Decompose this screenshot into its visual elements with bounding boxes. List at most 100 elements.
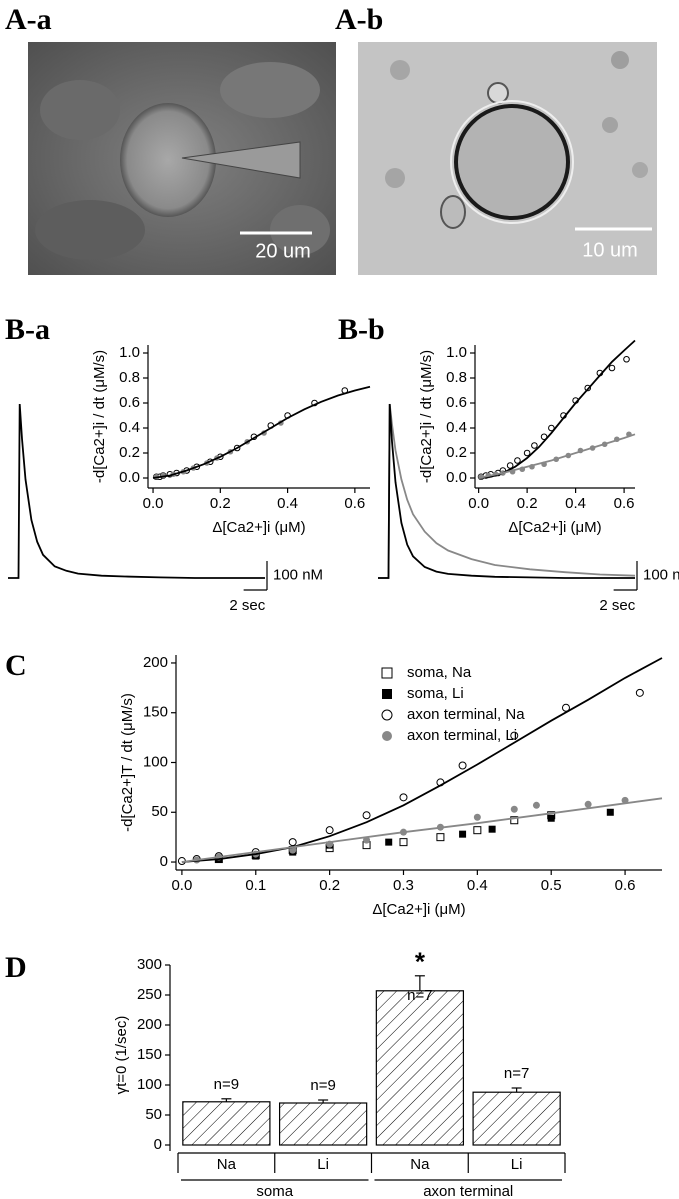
scale-bar-label: 100 nM bbox=[643, 566, 679, 583]
group-label: axon terminal bbox=[423, 1183, 513, 1199]
x-tick-label: Na bbox=[217, 1156, 237, 1173]
trace-line bbox=[378, 403, 635, 579]
x-tick-label: 0.4 bbox=[565, 495, 586, 512]
legend-label: soma, Na bbox=[407, 664, 472, 681]
y-axis-label: -d[Ca2+]i / dt (μM/s) bbox=[418, 350, 435, 483]
cell-halo bbox=[450, 100, 574, 224]
y-tick-label: 0.2 bbox=[119, 444, 140, 461]
marker bbox=[584, 800, 592, 808]
debris bbox=[385, 168, 405, 188]
x-tick-label: 0.0 bbox=[143, 495, 164, 512]
marker bbox=[621, 796, 629, 804]
marker bbox=[436, 833, 445, 842]
y-tick-label: 50 bbox=[151, 803, 168, 820]
x-tick-label: 0.0 bbox=[171, 877, 192, 894]
marker bbox=[458, 761, 467, 770]
panel-a-b: A-b 10 um bbox=[335, 3, 657, 275]
x-tick-label: 0.6 bbox=[615, 877, 636, 894]
legend-marker bbox=[382, 731, 392, 741]
texture bbox=[220, 62, 320, 118]
marker bbox=[363, 836, 371, 844]
group-label: soma bbox=[256, 1183, 293, 1199]
y-tick-label: 300 bbox=[137, 956, 162, 973]
y-tick-label: 1.0 bbox=[446, 344, 467, 361]
cell bbox=[454, 104, 570, 220]
legend-marker bbox=[381, 709, 393, 721]
marker bbox=[531, 442, 538, 449]
marker bbox=[514, 457, 521, 464]
cell bbox=[120, 103, 216, 217]
x-axis-label: Δ[Ca2+]i (μM) bbox=[372, 901, 465, 918]
y-tick-label: 0.8 bbox=[446, 369, 467, 386]
texture bbox=[270, 205, 330, 255]
texture bbox=[35, 200, 145, 260]
legend-marker bbox=[382, 689, 392, 699]
legend-label: axon terminal, Na bbox=[407, 706, 525, 723]
count-label: n=7 bbox=[504, 1065, 529, 1082]
panel-label: D bbox=[5, 951, 27, 984]
x-tick-label: 0.6 bbox=[344, 495, 365, 512]
y-axis-label: γt=0 (1/sec) bbox=[113, 1016, 130, 1095]
marker bbox=[473, 826, 482, 835]
x-axis-label: Δ[Ca2+]i (μM) bbox=[508, 519, 601, 536]
marker bbox=[473, 813, 481, 821]
panel-a-a: A-a 20 um bbox=[5, 3, 336, 275]
y-tick-label: 0.0 bbox=[446, 469, 467, 486]
x-tick-label: 0.2 bbox=[319, 877, 340, 894]
marker bbox=[623, 355, 630, 363]
y-tick-label: 0.6 bbox=[119, 394, 140, 411]
y-tick-label: 100 bbox=[143, 753, 168, 770]
y-axis-label: -d[Ca2+]i / dt (μM/s) bbox=[91, 350, 108, 483]
marker bbox=[606, 808, 614, 816]
y-tick-label: 50 bbox=[145, 1106, 162, 1123]
legend-label: axon terminal, Li bbox=[407, 727, 517, 744]
y-tick-label: 150 bbox=[143, 704, 168, 721]
debris bbox=[487, 82, 509, 104]
panel-label: A-b bbox=[335, 3, 383, 36]
y-tick-label: 1.0 bbox=[119, 344, 140, 361]
debris bbox=[632, 162, 648, 178]
scale-bar-label: 2 sec bbox=[599, 597, 635, 614]
x-tick-label: 0.4 bbox=[277, 495, 298, 512]
y-tick-label: 200 bbox=[137, 1016, 162, 1033]
x-tick-label: 0.2 bbox=[517, 495, 538, 512]
fit-line bbox=[181, 797, 663, 863]
x-tick-label: Na bbox=[410, 1156, 430, 1173]
debris bbox=[602, 117, 618, 133]
fit-line bbox=[181, 657, 663, 863]
marker bbox=[532, 801, 540, 809]
legend-label: soma, Li bbox=[407, 685, 464, 702]
panel-label: C bbox=[5, 649, 27, 682]
x-tick-label: Li bbox=[511, 1156, 523, 1173]
marker bbox=[547, 814, 555, 822]
x-tick-label: 0.3 bbox=[393, 877, 414, 894]
trace-line bbox=[8, 403, 265, 579]
y-tick-label: 0.8 bbox=[119, 369, 140, 386]
y-tick-label: 150 bbox=[137, 1046, 162, 1063]
y-tick-label: 250 bbox=[137, 986, 162, 1003]
marker bbox=[399, 838, 408, 847]
marker bbox=[488, 825, 496, 833]
legend-marker bbox=[381, 667, 393, 679]
marker bbox=[635, 688, 644, 697]
x-tick-label: Li bbox=[317, 1156, 329, 1173]
x-tick-label: 0.2 bbox=[210, 495, 231, 512]
marker bbox=[510, 731, 519, 740]
scale-label: 20 um bbox=[255, 240, 311, 262]
pipette bbox=[181, 141, 301, 179]
y-tick-label: 0.0 bbox=[119, 469, 140, 486]
significance: * bbox=[415, 947, 426, 977]
count-label: n=7 bbox=[407, 987, 432, 1004]
y-tick-label: 0 bbox=[154, 1136, 162, 1153]
x-tick-label: 0.1 bbox=[245, 877, 266, 894]
panel-label: A-a bbox=[5, 3, 52, 36]
y-tick-label: 0.6 bbox=[446, 394, 467, 411]
scale-label: 10 um bbox=[582, 239, 638, 261]
y-tick-label: 0.4 bbox=[446, 419, 467, 436]
y-axis-label: -d[Ca2+]T / dt (μM/s) bbox=[119, 693, 136, 832]
marker bbox=[325, 826, 334, 835]
bar bbox=[375, 990, 465, 1146]
debris bbox=[390, 60, 410, 80]
bar bbox=[182, 1101, 271, 1146]
